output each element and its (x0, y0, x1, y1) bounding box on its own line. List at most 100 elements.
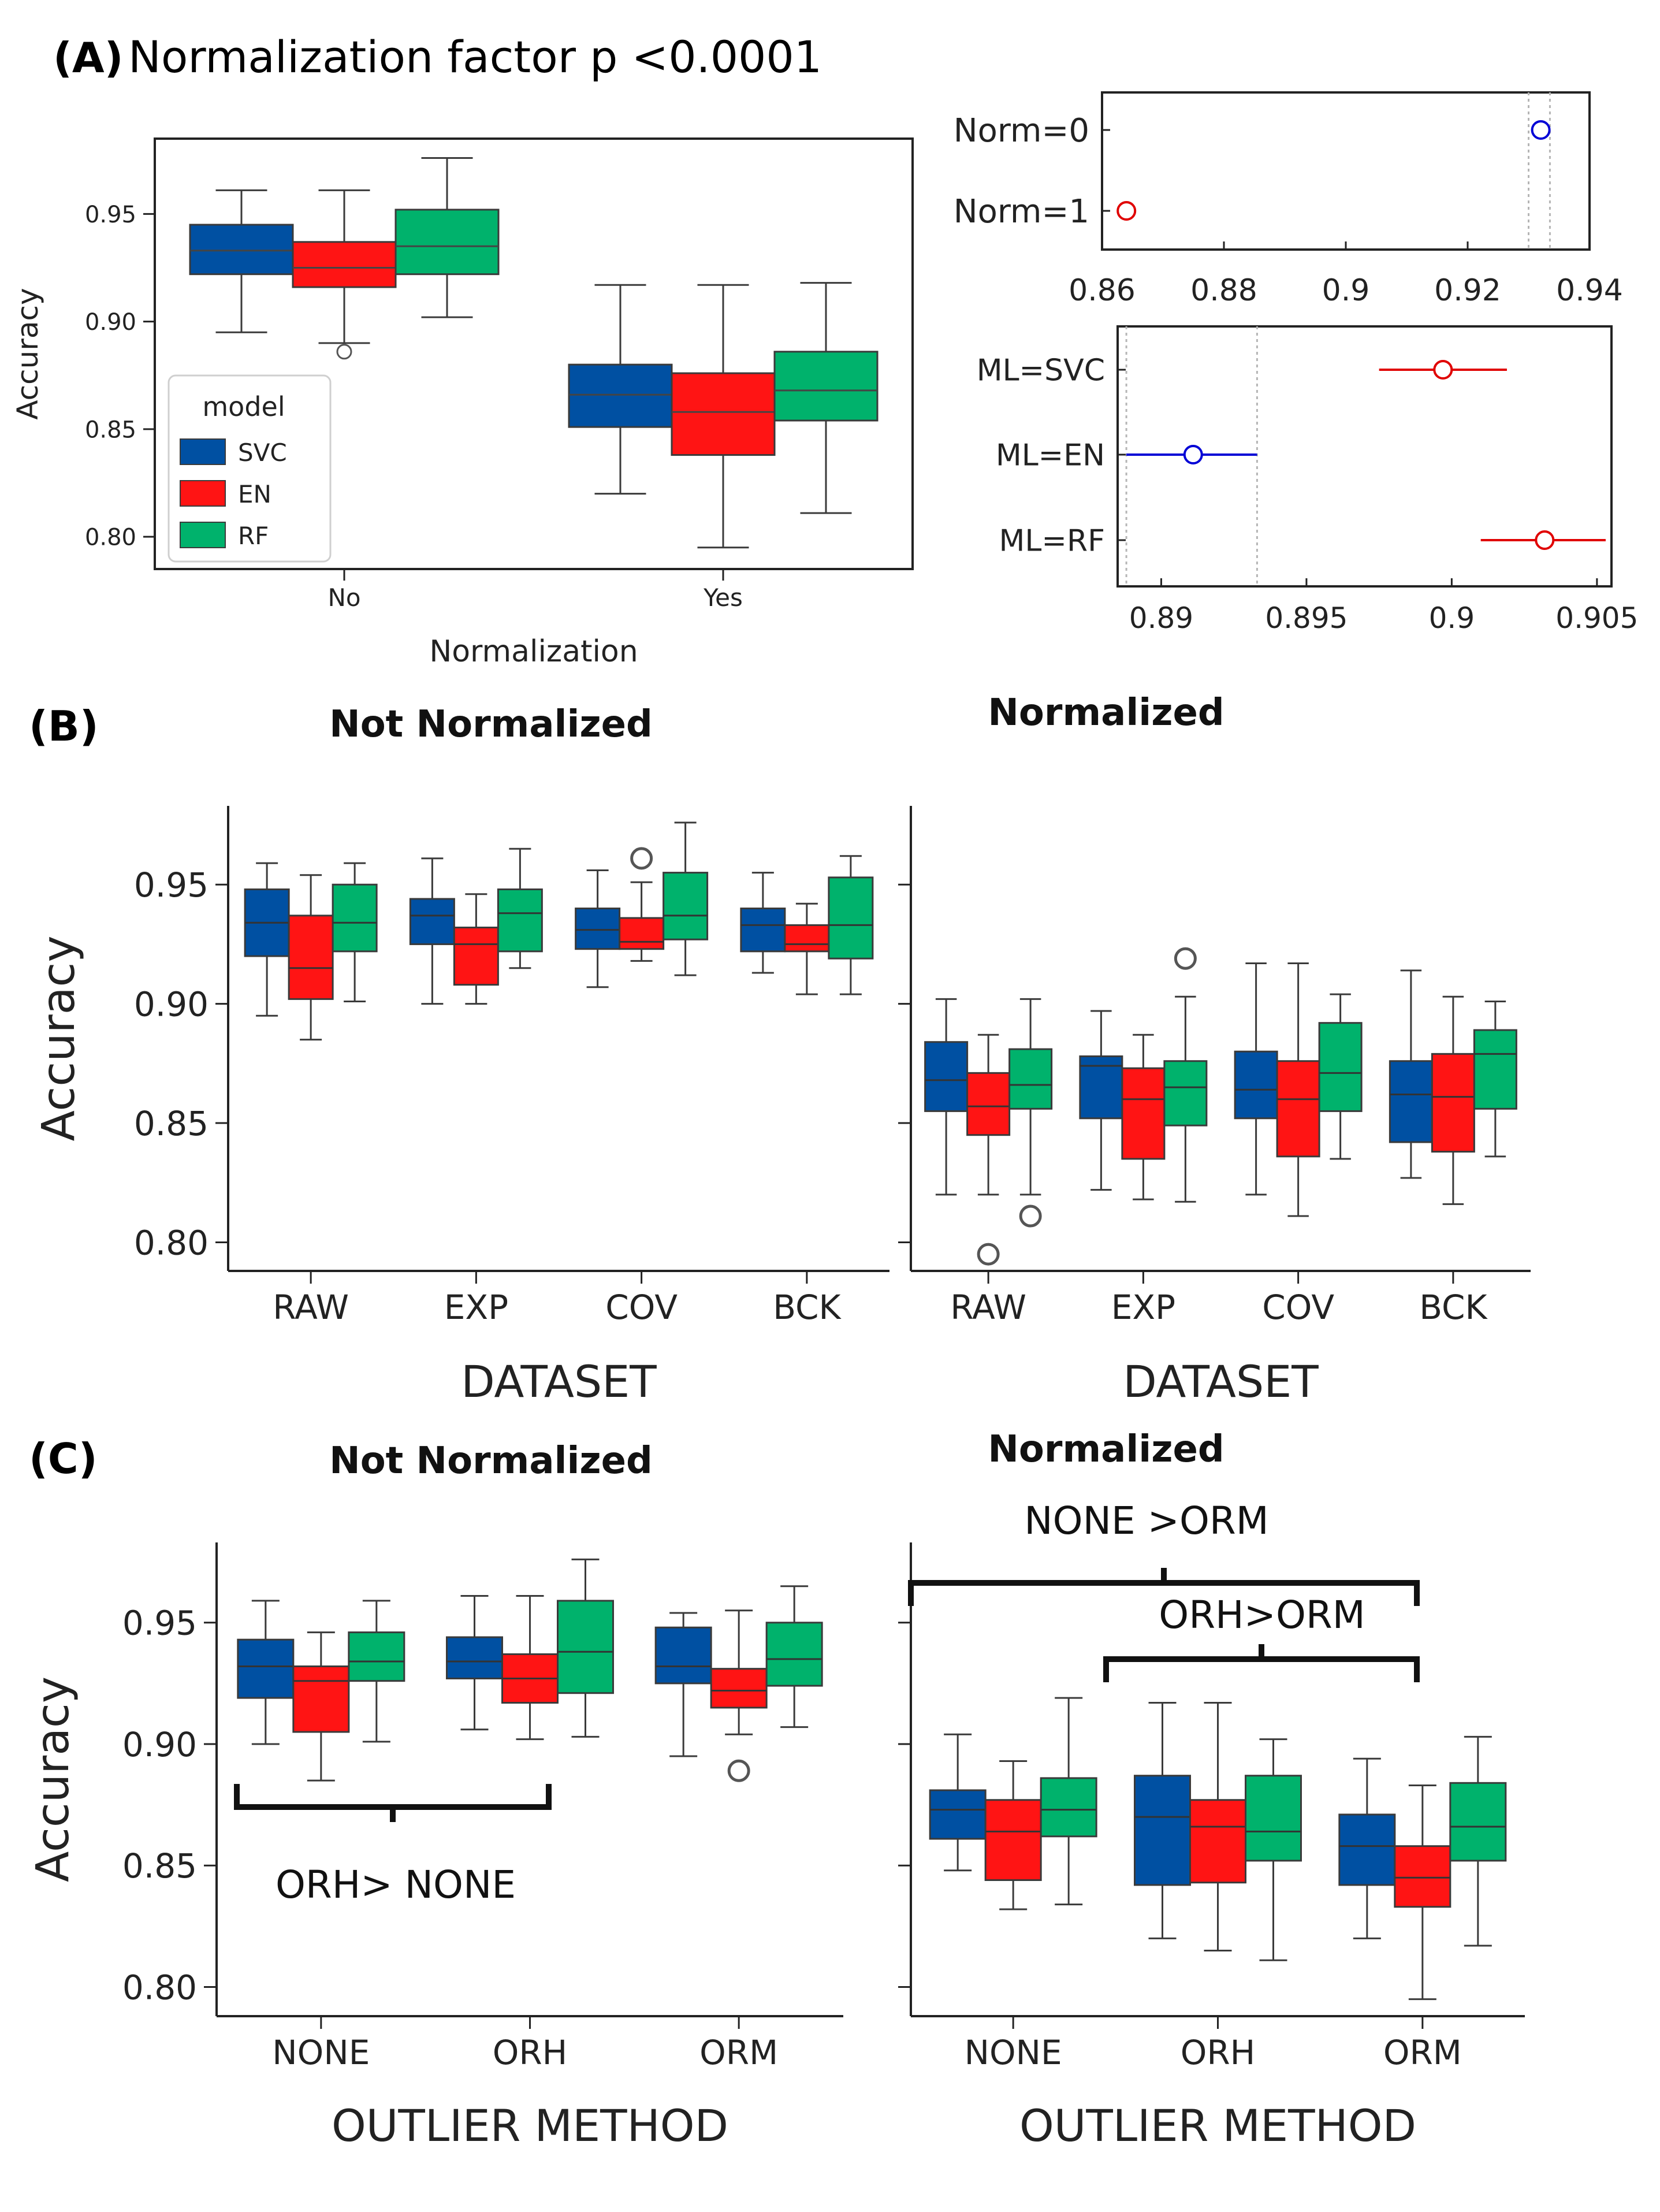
box-rf-exp (497, 888, 543, 953)
y-tick-label: 0.95 (122, 1604, 197, 1643)
x-axis-label: DATASET (1123, 1356, 1319, 1407)
y-tick-label: 0.80 (122, 1968, 197, 2007)
row-label: ML=SVC (977, 354, 1105, 388)
y-tick-label: 0.95 (85, 202, 136, 228)
row-label: ML=RF (999, 524, 1105, 559)
box-en-bck (1431, 1053, 1475, 1153)
legend-label-svc: SVC (238, 438, 287, 467)
x-tick-label-raw: RAW (273, 1288, 349, 1327)
x-tick-label-exp: EXP (1111, 1288, 1175, 1327)
x-tick-label: 0.89 (1129, 601, 1193, 635)
y-axis-label: Accuracy (33, 935, 85, 1141)
legend-box (168, 374, 332, 563)
x-tick-label: 0.905 (1555, 601, 1638, 635)
box-rf-bck (828, 876, 874, 960)
x-tick-label: 0.88 (1190, 273, 1257, 308)
box-svc-bck (740, 908, 786, 953)
box-en-no (292, 241, 397, 288)
box-en-orm (1394, 1845, 1451, 1908)
box-svc-none (929, 1789, 987, 1840)
outlier-point (1019, 1204, 1042, 1228)
x-tick-label-bck: BCK (1419, 1288, 1488, 1327)
estimate-marker (1183, 445, 1203, 464)
x-tick-label-raw: RAW (950, 1288, 1026, 1327)
box-svc-cov (1234, 1050, 1278, 1120)
box-rf-bck (1473, 1029, 1517, 1110)
significance-bracket-orh-none (234, 1784, 552, 1810)
box-en-cov (1276, 1060, 1320, 1158)
x-tick-label-none: NONE (272, 2033, 370, 2072)
x-tick-label-orm: ORM (699, 2033, 778, 2072)
x-tick-label-orm: ORM (1383, 2033, 1462, 2072)
y-tick-label: 0.85 (134, 1104, 209, 1143)
panel-c-letter: (C) (29, 1434, 98, 1483)
box-svc-orm (654, 1626, 712, 1685)
row-label: Norm=0 (954, 112, 1089, 150)
box-rf-raw (332, 883, 378, 953)
panel-a-ci-model: 0.89 0.895 0.9 0.905 ML=SVC ML=EN ML=RF (977, 325, 1638, 635)
box-en-exp (453, 927, 499, 986)
row-label: Norm=1 (954, 193, 1089, 231)
outlier-point (630, 847, 653, 870)
box-en-cov (619, 917, 665, 950)
y-tick-label: 0.90 (85, 309, 136, 336)
box-svc-orh (446, 1636, 503, 1679)
x-tick-label-yes: Yes (703, 583, 743, 612)
box-rf-yes (773, 351, 879, 422)
x-axis-label: OUTLIER METHOD (1019, 2100, 1416, 2151)
x-tick-label-none: NONE (965, 2033, 1062, 2072)
legend-label-en: EN (238, 480, 271, 508)
box-rf-orm (765, 1622, 823, 1687)
x-tick-label: 0.9 (1322, 273, 1370, 308)
x-tick-label: 0.92 (1434, 273, 1501, 308)
y-tick-label: 0.90 (134, 985, 209, 1024)
box-en-orh (1189, 1799, 1246, 1884)
box-en-raw (966, 1072, 1011, 1136)
panel-title: Not Normalized (329, 703, 653, 746)
x-axis-label: OUTLIER METHOD (332, 2100, 728, 2151)
box-en-none (984, 1799, 1042, 1882)
panel-title: Not Normalized (329, 1440, 653, 1482)
outlier-point (977, 1243, 1000, 1266)
box-svc-bck (1389, 1060, 1433, 1143)
panel-title: Normalized (988, 1428, 1224, 1471)
box-svc-exp (409, 898, 455, 945)
legend-swatch-en (180, 480, 226, 507)
box-rf-exp (1163, 1060, 1208, 1127)
estimate-marker (1433, 360, 1453, 380)
panel-c-normalized: NONE ORH ORM OUTLIER METHOD Normalized NONE >… (898, 1428, 1525, 2151)
estimate-marker (1535, 530, 1555, 550)
panel-b-not-normalized: 0.80 0.85 0.90 0.95 RAW EXP COV BCK Accuracy DATA… (33, 703, 889, 1407)
x-tick-label-orh: ORH (1181, 2033, 1256, 2072)
box-rf-cov (662, 872, 709, 940)
x-axis-label: DATASET (461, 1356, 657, 1407)
annotation-orh-gt-none: ORH> NONE (276, 1862, 516, 1907)
box-svc-yes (568, 363, 673, 428)
box-rf-orm (1449, 1782, 1507, 1862)
annotation-orh-gt-orm: ORH>ORM (1159, 1593, 1365, 1637)
panel-b-normalized: RAW EXP COV BCK DATASET Normalized (898, 692, 1531, 1407)
panel-b-letter: (B) (29, 702, 99, 750)
y-axis-label: Accuracy (11, 288, 44, 419)
outlier-point (1174, 947, 1197, 970)
y-tick-label: 0.95 (134, 865, 209, 905)
panel-a-title: Normalization factor p <0.0001 (128, 31, 822, 83)
box-rf-none (1040, 1777, 1097, 1838)
estimate-marker (1116, 201, 1137, 221)
box-svc-no (189, 224, 294, 276)
x-tick-label-bck: BCK (773, 1288, 842, 1327)
box-rf-orh (557, 1600, 614, 1694)
box-rf-orh (1245, 1775, 1302, 1862)
x-tick-label-cov: COV (605, 1288, 678, 1327)
panel-a-letter: (A) (53, 34, 124, 82)
legend-swatch-svc (180, 438, 226, 465)
plot-frame (1101, 91, 1591, 251)
annotation-none-gt-orm: NONE >ORM (1024, 1499, 1268, 1543)
outlier-point (336, 344, 352, 360)
x-tick-label: 0.895 (1265, 601, 1348, 635)
box-en-none (292, 1665, 350, 1733)
y-tick-label: 0.85 (85, 417, 136, 443)
panel-a-boxplot: 0.80 0.85 0.90 0.95 No Yes Accuracy Normalizati… (11, 137, 914, 669)
box-svc-none (237, 1638, 295, 1699)
box-en-bck (784, 924, 830, 953)
